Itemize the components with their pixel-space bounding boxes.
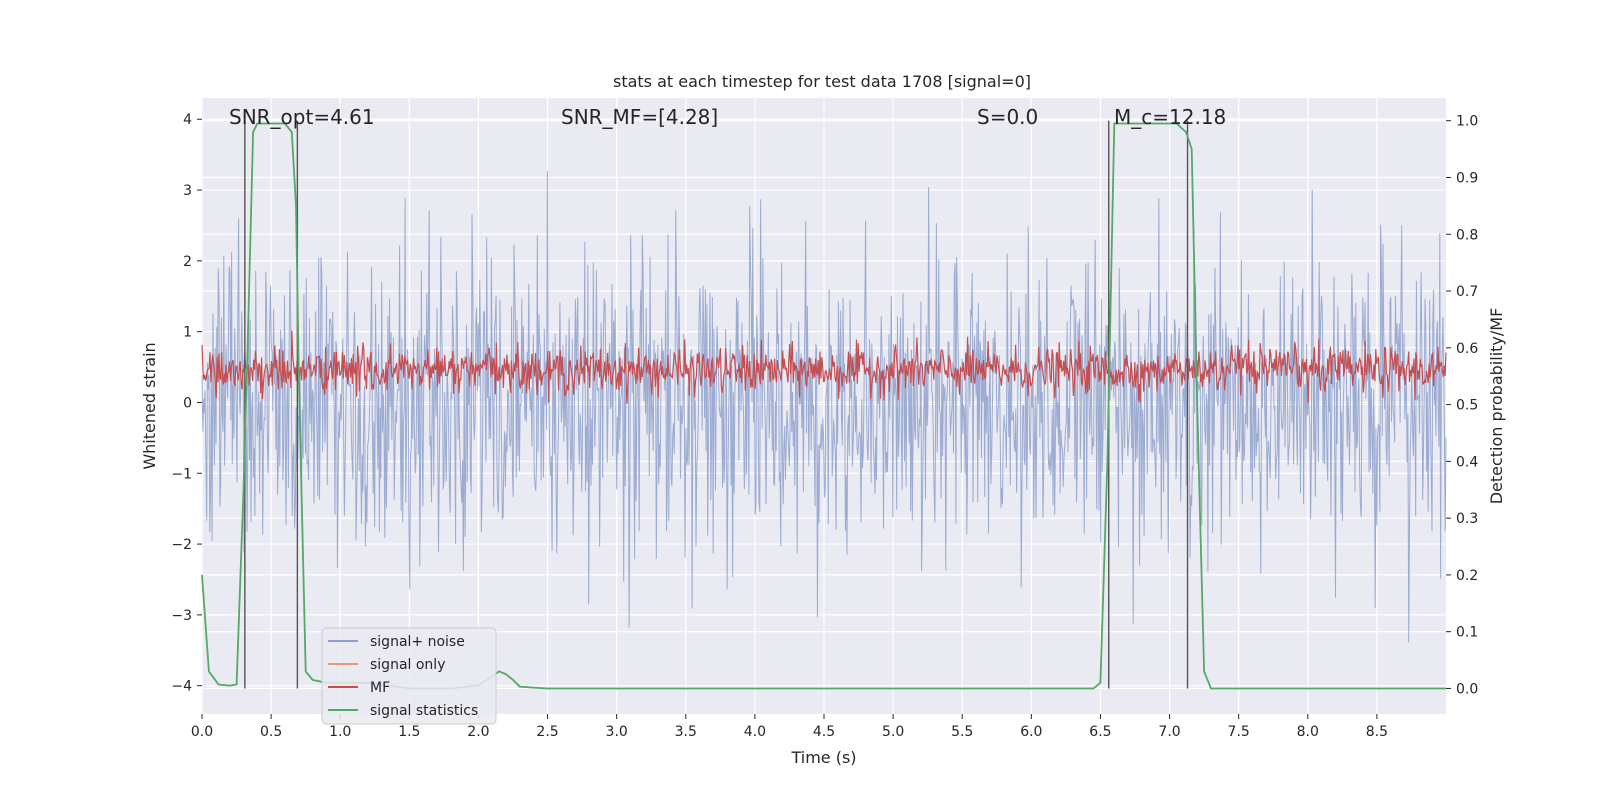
x-tick-label: 6.5 — [1089, 724, 1111, 740]
y-right-tick-label: 0.7 — [1456, 284, 1478, 300]
x-tick-label: 3.5 — [675, 724, 697, 740]
x-tick-label: 5.5 — [951, 724, 973, 740]
x-tick-label: 2.0 — [467, 724, 489, 740]
x-tick-label: 0.0 — [191, 724, 213, 740]
signal-noise-line — [201, 170, 1447, 643]
x-tick-label: 2.5 — [536, 724, 558, 740]
chart-title: stats at each timestep for test data 170… — [613, 72, 1031, 91]
x-tick-label: 8.0 — [1297, 724, 1319, 740]
legend-label-mf: MF — [370, 680, 390, 696]
x-tick-label: 1.5 — [398, 724, 420, 740]
legend-label-signal-statistics: signal statistics — [370, 703, 478, 719]
y-left-tick-label: 1 — [183, 325, 192, 341]
y-right-axis-ticks: 1.0 0.9 0.8 0.7 0.6 0.5 0.4 0.3 0.2 0.1 0.0 — [1446, 114, 1478, 697]
x-tick-label: 1.0 — [329, 724, 351, 740]
x-axis-ticks: 0.0 0.5 1.0 1.5 2.0 2.5 3.0 3.5 4.0 4.5 5.0 5.5 6.0 6… — [191, 714, 1388, 740]
signal-statistics-line — [201, 122, 1446, 690]
y-left-tick-label: −3 — [171, 608, 192, 624]
signal-noise-series — [201, 170, 1447, 643]
legend-box — [321, 627, 497, 725]
mf-line — [201, 330, 1447, 404]
mc-annotation: M_c=12.18 — [1114, 105, 1226, 129]
x-tick-label: 8.5 — [1366, 724, 1388, 740]
s-annotation: S=0.0 — [977, 105, 1038, 129]
y-left-axis-ticks: 4 3 2 1 0 −1 −2 −3 −4 — [171, 112, 202, 695]
y-left-tick-label: −2 — [171, 537, 192, 553]
y-right-tick-label: 0.2 — [1456, 568, 1478, 584]
y-right-tick-label: 0.8 — [1456, 227, 1478, 243]
y-left-tick-label: 3 — [183, 183, 192, 199]
grid — [201, 98, 1446, 714]
y-left-axis-label: Whitened strain — [140, 342, 159, 469]
snr-mf-annotation: SNR_MF=[4.28] — [561, 105, 718, 129]
y-right-tick-label: 0.5 — [1456, 398, 1478, 414]
y-right-tick-label: 0.4 — [1456, 454, 1478, 470]
y-right-tick-label: 0.1 — [1456, 625, 1478, 641]
y-right-tick-label: 0.6 — [1456, 341, 1478, 357]
x-tick-label: 3.0 — [606, 724, 628, 740]
snr-opt-annotation: SNR_opt=4.61 — [229, 105, 375, 129]
legend-label-signal-noise: signal+ noise — [370, 634, 465, 650]
y-left-tick-label: −1 — [171, 466, 192, 482]
y-left-tick-label: 2 — [183, 254, 192, 270]
y-right-tick-label: 0.3 — [1456, 511, 1478, 527]
mf-series — [201, 330, 1447, 404]
x-tick-label: 6.0 — [1020, 724, 1042, 740]
y-right-axis-label: Detection probability/MF — [1487, 308, 1506, 505]
x-tick-label: 4.0 — [744, 724, 766, 740]
y-right-tick-label: 1.0 — [1456, 114, 1478, 130]
x-tick-label: 7.0 — [1158, 724, 1180, 740]
legend-label-signal-only: signal only — [370, 657, 445, 673]
y-left-tick-label: 0 — [183, 395, 192, 411]
signal-statistics-series — [201, 122, 1446, 690]
y-left-tick-label: 4 — [183, 112, 192, 128]
y-right-tick-label: 0.0 — [1456, 681, 1478, 697]
x-axis-label: Time (s) — [790, 748, 856, 767]
y-left-tick-label: −4 — [171, 679, 192, 695]
x-tick-label: 7.5 — [1228, 724, 1250, 740]
x-tick-label: 4.5 — [813, 724, 835, 740]
x-tick-label: 5.0 — [882, 724, 904, 740]
y-right-tick-label: 0.9 — [1456, 170, 1478, 186]
legend: signal+ noise signal only MF signal stat… — [321, 627, 497, 725]
x-tick-label: 0.5 — [260, 724, 282, 740]
